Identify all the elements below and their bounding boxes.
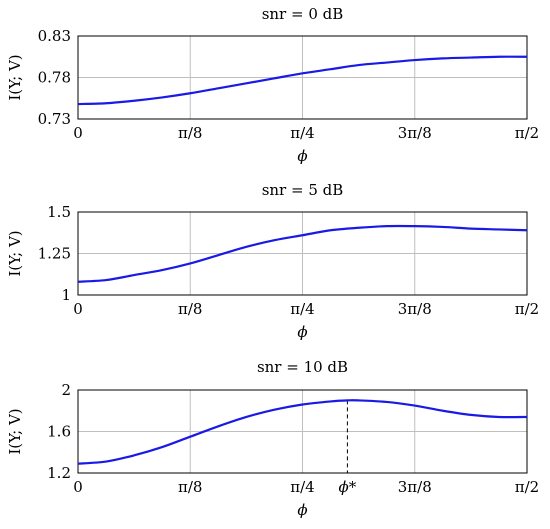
y-tick-label: 1 [61, 286, 71, 304]
x-tick-label: 3π/8 [398, 124, 432, 142]
x-axis-label: ϕ [297, 147, 307, 165]
x-axis-label: ϕ [297, 501, 307, 519]
y-tick-label: 0.73 [38, 110, 71, 128]
y-tick-label: 1.5 [47, 203, 71, 221]
x-tick-label: 3π/8 [398, 300, 432, 318]
y-tick-label: 0.78 [38, 69, 71, 87]
optimum-marker-label: ϕ* [339, 478, 357, 496]
y-axis-label: I(Y; V) [6, 54, 24, 100]
series-line [77, 224, 528, 283]
x-tick-label: π/4 [290, 300, 314, 318]
series-line [77, 399, 528, 465]
chart-panel-1: snr = 0 dB 0 π/8 π/4 3π/8 π/2 0.73 0.78 0.83 ϕ I(Y… [6, 5, 539, 165]
x-tick-label: 0 [73, 300, 83, 318]
x-tick-label: π/2 [515, 300, 539, 318]
chart-panel-2: snr = 5 dB 0 π/8 π/4 3π/8 π/2 1 1.25 1.5 ϕ I(Y; V) [6, 181, 539, 341]
chart-title: snr = 5 dB [262, 181, 344, 199]
y-tick-label: 0.83 [38, 27, 71, 45]
y-tick-label: 1.25 [38, 245, 71, 263]
x-tick-label: 0 [73, 124, 83, 142]
x-tick-label: π/4 [290, 478, 314, 496]
x-tick-label: π/4 [290, 124, 314, 142]
plot-frame [77, 211, 528, 296]
x-tick-label: π/2 [515, 478, 539, 496]
x-tick-label: 0 [73, 478, 83, 496]
y-axis-label: I(Y; V) [6, 408, 24, 454]
chart-title: snr = 0 dB [262, 5, 344, 23]
chart-title: snr = 10 dB [257, 358, 348, 376]
y-axis-label: I(Y; V) [6, 230, 24, 276]
y-tick-label: 2 [61, 381, 71, 399]
y-tick-label: 1.2 [47, 464, 71, 482]
x-tick-label: π/8 [178, 300, 202, 318]
series-line [77, 55, 528, 106]
x-tick-label: π/8 [178, 124, 202, 142]
x-axis-label: ϕ [297, 323, 307, 341]
x-tick-label: π/2 [515, 124, 539, 142]
plot-frame [77, 389, 528, 474]
plot-frame [77, 35, 528, 120]
x-tick-label: 3π/8 [398, 478, 432, 496]
chart-panel-3: snr = 10 dB 0 π/8 π/4 3π/8 π/2 1.2 1.6 2 ϕ* ϕ I(Y; … [6, 358, 539, 519]
x-tick-label: π/8 [178, 478, 202, 496]
y-tick-label: 1.6 [47, 423, 71, 441]
